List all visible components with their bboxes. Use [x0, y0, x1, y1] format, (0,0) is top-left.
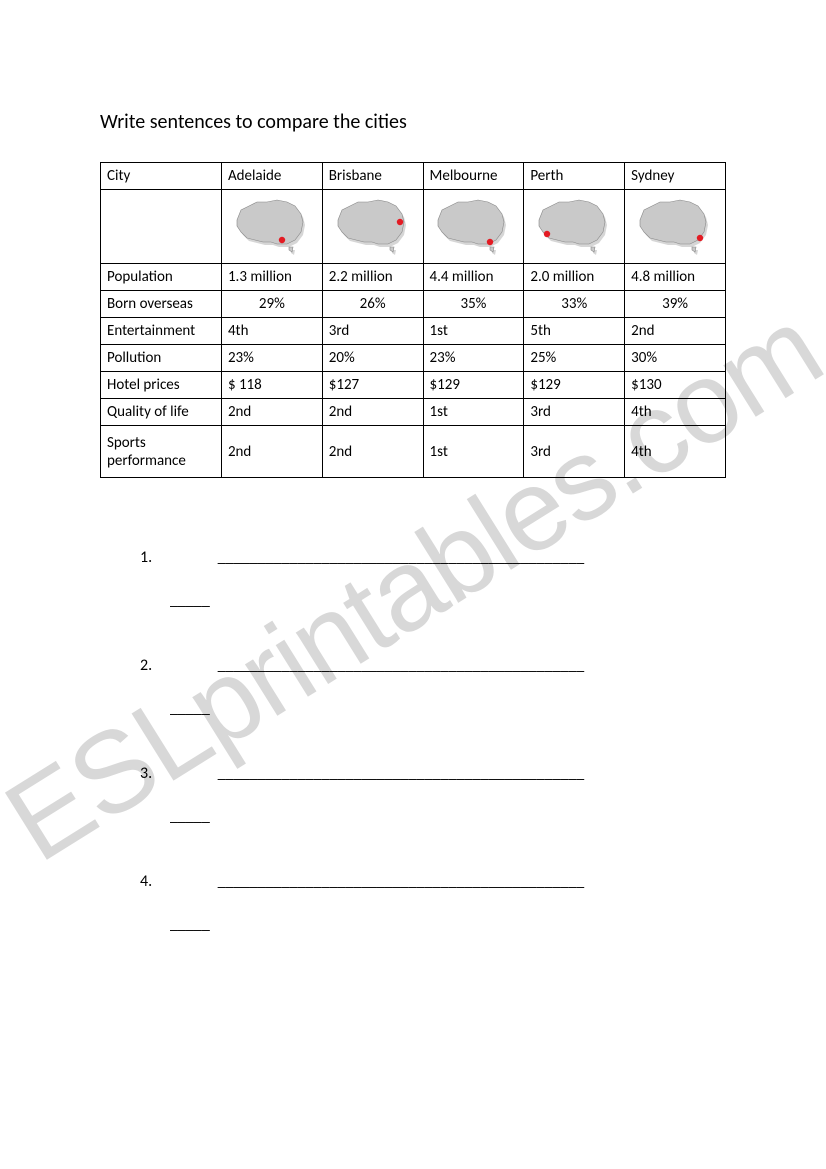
cell-value: 25% — [524, 345, 625, 372]
row-label: Born overseas — [101, 291, 222, 318]
answer-item: 3. _____________________________________… — [140, 764, 726, 826]
cell-value: 23% — [423, 345, 524, 372]
cell-value: 39% — [625, 291, 726, 318]
cell-value: 33% — [524, 291, 625, 318]
table-row: Born overseas29%26%35%33%39% — [101, 291, 726, 318]
cities-table: City Adelaide Brisbane Melbourne Perth S… — [100, 162, 726, 478]
row-label: Population — [101, 264, 222, 291]
cell-value: 4.8 million — [625, 264, 726, 291]
cell-value: $129 — [423, 372, 524, 399]
cell-value: 1st — [423, 318, 524, 345]
cell-value: 3rd — [524, 426, 625, 478]
answers-section: 1. _____________________________________… — [100, 548, 726, 934]
cell-value: $130 — [625, 372, 726, 399]
australia-map-icon — [428, 192, 518, 256]
cell-value: 4th — [625, 399, 726, 426]
header-label: City — [101, 163, 222, 190]
map-label-empty — [101, 190, 222, 264]
map-cell — [221, 190, 322, 264]
blank-subline: _____ — [170, 807, 726, 826]
cell-value: 30% — [625, 345, 726, 372]
cell-value: 23% — [221, 345, 322, 372]
answer-item: 4. _____________________________________… — [140, 872, 726, 934]
header-row: City Adelaide Brisbane Melbourne Perth S… — [101, 163, 726, 190]
city-name: Melbourne — [423, 163, 524, 190]
blank-line: ________________________________________… — [218, 548, 585, 567]
map-cell — [625, 190, 726, 264]
cell-value: 2nd — [322, 426, 423, 478]
row-label: Entertainment — [101, 318, 222, 345]
blank-line: ________________________________________… — [218, 764, 585, 783]
cell-value: 4th — [625, 426, 726, 478]
map-cell — [322, 190, 423, 264]
row-label: Pollution — [101, 345, 222, 372]
city-name: Brisbane — [322, 163, 423, 190]
table-row: Quality of life2nd2nd1st3rd4th — [101, 399, 726, 426]
worksheet-page: Write sentences to compare the cities Ci… — [0, 0, 826, 1020]
cell-value: 20% — [322, 345, 423, 372]
cell-value: 3rd — [524, 399, 625, 426]
row-label: Quality of life — [101, 399, 222, 426]
row-label: Sports performance — [101, 426, 222, 478]
city-name: Adelaide — [221, 163, 322, 190]
cell-value: 1st — [423, 399, 524, 426]
cell-value: $127 — [322, 372, 423, 399]
map-cell — [423, 190, 524, 264]
blank-line: ________________________________________… — [218, 872, 585, 891]
cell-value: 2nd — [221, 399, 322, 426]
cell-value: 2.0 million — [524, 264, 625, 291]
cell-value: 26% — [322, 291, 423, 318]
blank-subline: _____ — [170, 591, 726, 610]
australia-map-icon — [227, 192, 317, 256]
cell-value: 3rd — [322, 318, 423, 345]
blank-subline: _____ — [170, 915, 726, 934]
cell-value: 1st — [423, 426, 524, 478]
table-row: Hotel prices$ 118$127$129$129$130 — [101, 372, 726, 399]
table-row: Pollution23%20%23%25%30% — [101, 345, 726, 372]
cell-value: 2nd — [221, 426, 322, 478]
answer-number: 2. — [140, 656, 164, 675]
table-row: Entertainment4th3rd1st5th2nd — [101, 318, 726, 345]
answer-item: 1. _____________________________________… — [140, 548, 726, 610]
cell-value: 35% — [423, 291, 524, 318]
australia-map-icon — [328, 192, 418, 256]
city-name: Perth — [524, 163, 625, 190]
city-name: Sydney — [625, 163, 726, 190]
table-row: Sports performance2nd2nd1st3rd4th — [101, 426, 726, 478]
cell-value: 2nd — [625, 318, 726, 345]
table-row: Population1.3 million2.2 million4.4 mill… — [101, 264, 726, 291]
cell-value: 5th — [524, 318, 625, 345]
map-row — [101, 190, 726, 264]
row-label: Hotel prices — [101, 372, 222, 399]
cell-value: 4th — [221, 318, 322, 345]
page-title: Write sentences to compare the cities — [100, 110, 726, 134]
answer-item: 2. _____________________________________… — [140, 656, 726, 718]
cell-value: 2.2 million — [322, 264, 423, 291]
cell-value: 1.3 million — [221, 264, 322, 291]
cell-value: $ 118 — [221, 372, 322, 399]
cell-value: 29% — [221, 291, 322, 318]
answer-number: 1. — [140, 548, 164, 567]
cell-value: 2nd — [322, 399, 423, 426]
map-cell — [524, 190, 625, 264]
cell-value: $129 — [524, 372, 625, 399]
answer-number: 3. — [140, 764, 164, 783]
blank-subline: _____ — [170, 699, 726, 718]
answer-number: 4. — [140, 872, 164, 891]
australia-map-icon — [529, 192, 619, 256]
cell-value: 4.4 million — [423, 264, 524, 291]
blank-line: ________________________________________… — [218, 656, 585, 675]
australia-map-icon — [630, 192, 720, 256]
